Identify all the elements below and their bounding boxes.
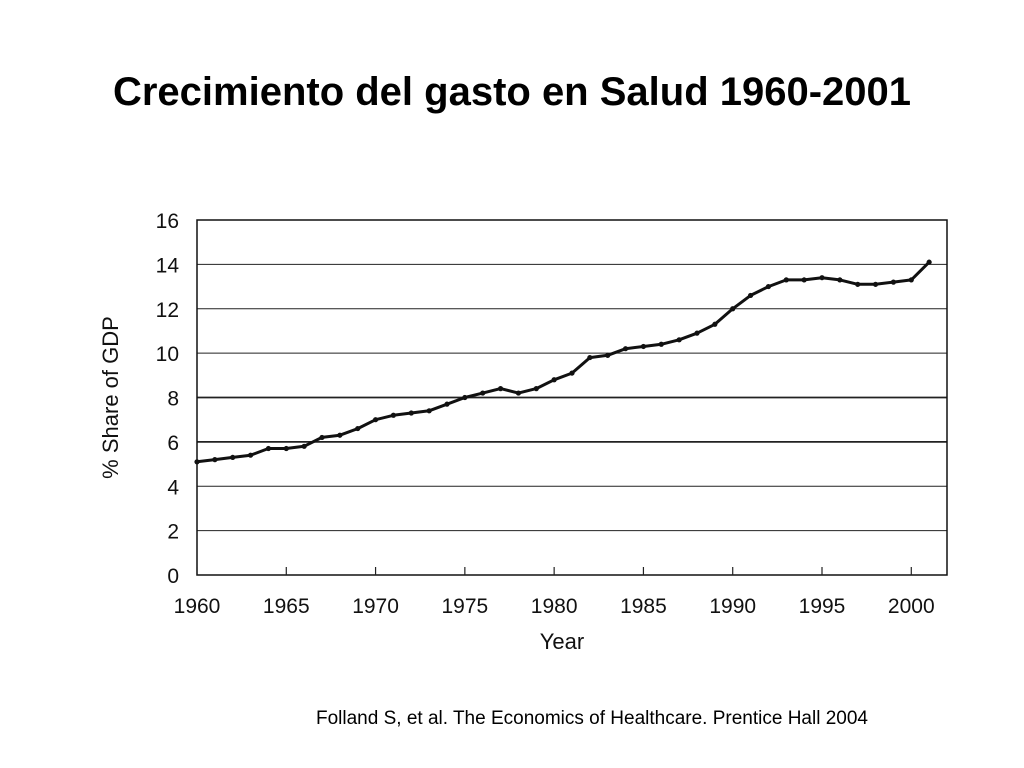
data-point-1985 (640, 343, 647, 350)
data-point-1964 (265, 445, 272, 452)
data-point-1995 (819, 275, 825, 281)
data-point-1988 (694, 330, 700, 336)
y-tick-label: 6 (167, 432, 179, 455)
x-tick-label: 1995 (799, 595, 846, 618)
data-point-1983 (605, 352, 611, 358)
data-point-1969 (355, 425, 361, 432)
data-point-1979 (533, 386, 539, 392)
y-tick-label: 0 (167, 565, 179, 588)
data-point-1967 (319, 434, 325, 441)
x-tick-label: 1960 (174, 595, 221, 618)
data-point-1962 (230, 454, 236, 461)
data-point-1960 (194, 459, 200, 465)
x-tick-label: 1965 (263, 595, 310, 618)
x-axis-label: Year (540, 629, 584, 654)
x-tick-label: 1990 (709, 595, 756, 618)
y-tick-label: 8 (167, 388, 179, 411)
data-point-1998 (872, 281, 879, 287)
data-point-1993 (783, 277, 789, 283)
data-point-1980 (551, 377, 557, 383)
data-point-1977 (497, 386, 504, 392)
y-tick-label: 4 (167, 476, 179, 499)
y-tick-label: 12 (156, 299, 179, 322)
x-tick-label: 1985 (620, 595, 667, 618)
data-point-1961 (212, 457, 218, 463)
y-axis-label: % Share of GDP (98, 316, 123, 479)
y-tick-label: 16 (156, 210, 179, 233)
y-tick-label: 10 (156, 343, 179, 366)
data-point-1986 (658, 341, 664, 347)
data-point-1966 (301, 443, 307, 449)
plot-frame (196, 219, 948, 576)
data-point-1978 (515, 390, 522, 396)
grid-lines (197, 219, 947, 576)
citation: Folland S, et al. The Economics of Healt… (316, 708, 868, 729)
data-point-1999 (890, 279, 897, 285)
data-point-1996 (837, 277, 843, 283)
data-point-1974 (444, 401, 450, 407)
data-point-1984 (622, 346, 629, 352)
x-tick-label: 1970 (352, 595, 399, 618)
x-tick-label: 2000 (888, 595, 935, 618)
data-point-1982 (587, 354, 593, 361)
data-point-1970 (372, 417, 379, 423)
data-point-2001 (926, 259, 932, 265)
data-point-1997 (855, 281, 861, 287)
data-point-1965 (283, 445, 289, 452)
data-point-1968 (337, 432, 343, 438)
y-tick-label: 2 (167, 521, 179, 544)
data-point-1963 (247, 452, 254, 458)
data-point-1975 (462, 394, 468, 401)
data-point-1989 (712, 321, 718, 327)
gdp-share-chart: 0 2 4 6 8 10 12 14 16 1960 1965 1970 1975 1980 1985 199… (98, 210, 948, 654)
data-point-1976 (480, 390, 486, 396)
data-point-1990 (730, 306, 736, 312)
data-point-1994 (801, 277, 807, 283)
data-point-1991 (747, 292, 754, 299)
x-tick-label: 1980 (531, 595, 578, 618)
data-point-2000 (908, 277, 914, 283)
data-point-1971 (390, 412, 397, 418)
series-line (196, 261, 931, 464)
data-point-1973 (426, 408, 432, 414)
y-tick-label: 14 (156, 254, 180, 277)
x-tick-label: 1975 (441, 595, 488, 618)
slide-title: Crecimiento del gasto en Salud 1960-2001 (112, 70, 912, 114)
axis-ticks: 0 2 4 6 8 10 12 14 16 1960 1965 1970 1975 1980 1985 199… (156, 210, 935, 618)
data-point-1981 (569, 370, 575, 376)
data-point-1987 (676, 337, 682, 343)
data-points (194, 259, 932, 465)
data-point-1972 (408, 410, 414, 416)
data-point-1992 (765, 283, 772, 290)
